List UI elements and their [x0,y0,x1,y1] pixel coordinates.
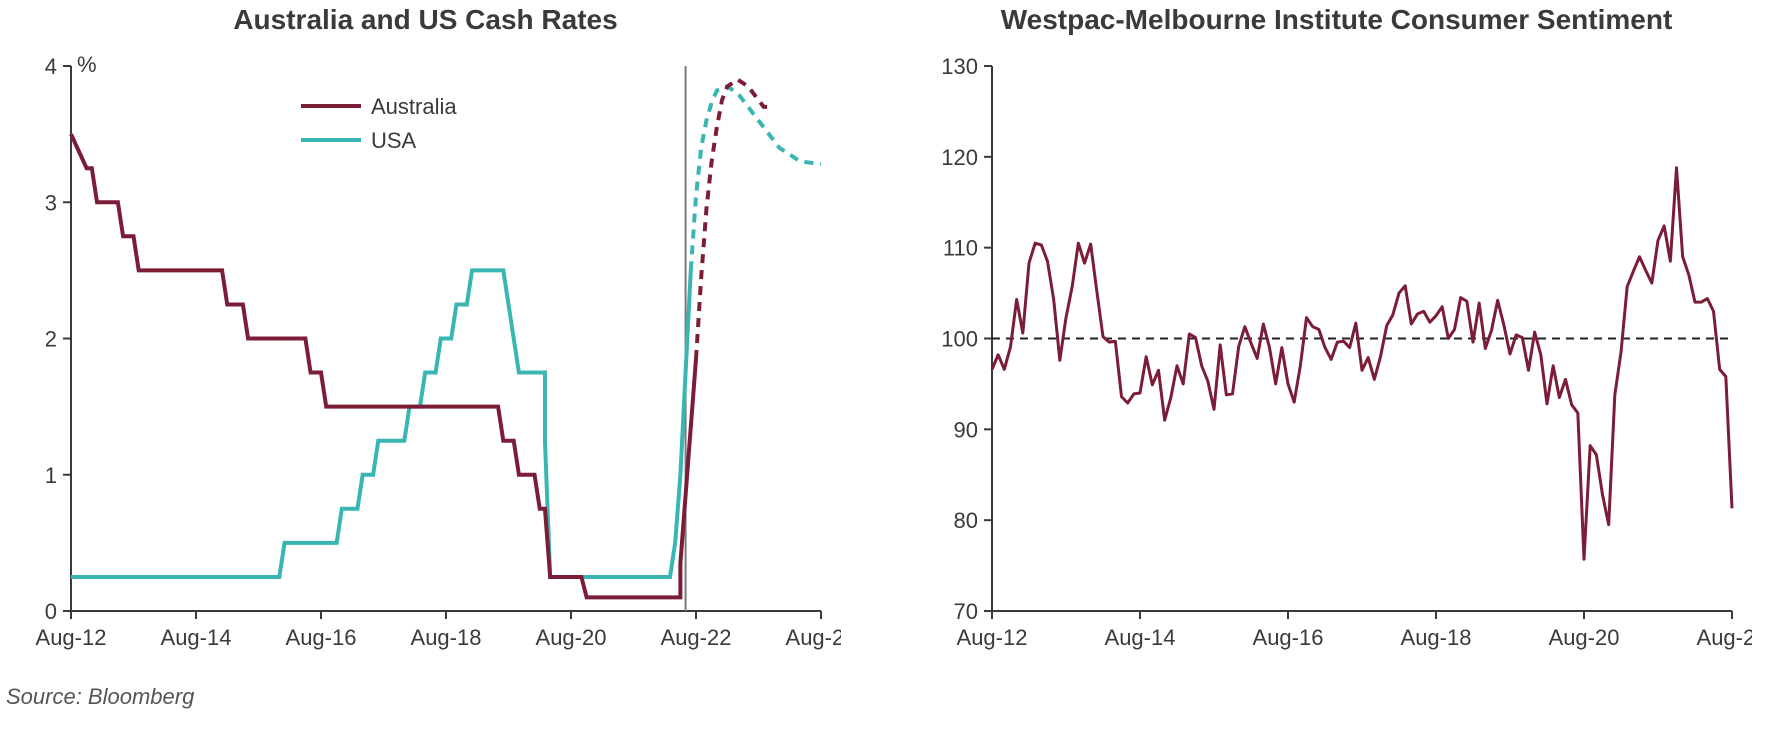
chart2-title: Westpac-Melbourne Institute Consumer Sen… [1001,4,1673,36]
chart1-title: Australia and US Cash Rates [233,4,617,36]
svg-text:Aug-16: Aug-16 [285,625,356,650]
svg-text:Aug-16: Aug-16 [1252,625,1323,650]
svg-text:Aug-18: Aug-18 [1400,625,1471,650]
svg-text:Aug-20: Aug-20 [1548,625,1619,650]
chart-consumer-sentiment: Westpac-Melbourne Institute Consumer Sen… [921,0,1752,666]
svg-text:Aug-24: Aug-24 [785,625,840,650]
svg-text:1: 1 [44,463,56,488]
svg-text:%: % [77,52,97,77]
svg-text:Aug-20: Aug-20 [535,625,606,650]
svg-text:Aug-22: Aug-22 [1696,625,1751,650]
svg-text:Australia: Australia [371,94,457,119]
svg-text:110: 110 [942,236,977,261]
svg-text:80: 80 [953,508,977,533]
svg-text:130: 130 [941,54,978,79]
svg-text:90: 90 [953,417,977,442]
chart1-svg: 0 1 2 3 4% Aug-12 Aug-14 Aug-16 Aug-18 Aug-20 Aug-… [11,46,841,666]
chart-cash-rates: Australia and US Cash Rates 0 1 2 3 4% Aug-12… [10,0,841,666]
svg-text:Aug-14: Aug-14 [1104,625,1175,650]
svg-text:2: 2 [44,327,56,352]
svg-text:Aug-12: Aug-12 [956,625,1027,650]
svg-text:USA: USA [371,128,417,153]
svg-text:Aug-22: Aug-22 [660,625,731,650]
svg-text:Aug-12: Aug-12 [35,625,106,650]
svg-text:Aug-18: Aug-18 [410,625,481,650]
svg-text:100: 100 [941,327,978,352]
svg-text:0: 0 [44,599,56,624]
svg-text:70: 70 [953,599,977,624]
svg-text:4: 4 [44,54,56,79]
svg-text:3: 3 [44,190,56,215]
svg-text:Aug-14: Aug-14 [160,625,231,650]
chart2-svg: 70 80 90 100 110 120 130 Aug-12 Aug-14 Aug-16 Aug-… [922,46,1752,666]
svg-text:120: 120 [941,145,978,170]
source-text: Source: Bloomberg [6,684,1772,710]
